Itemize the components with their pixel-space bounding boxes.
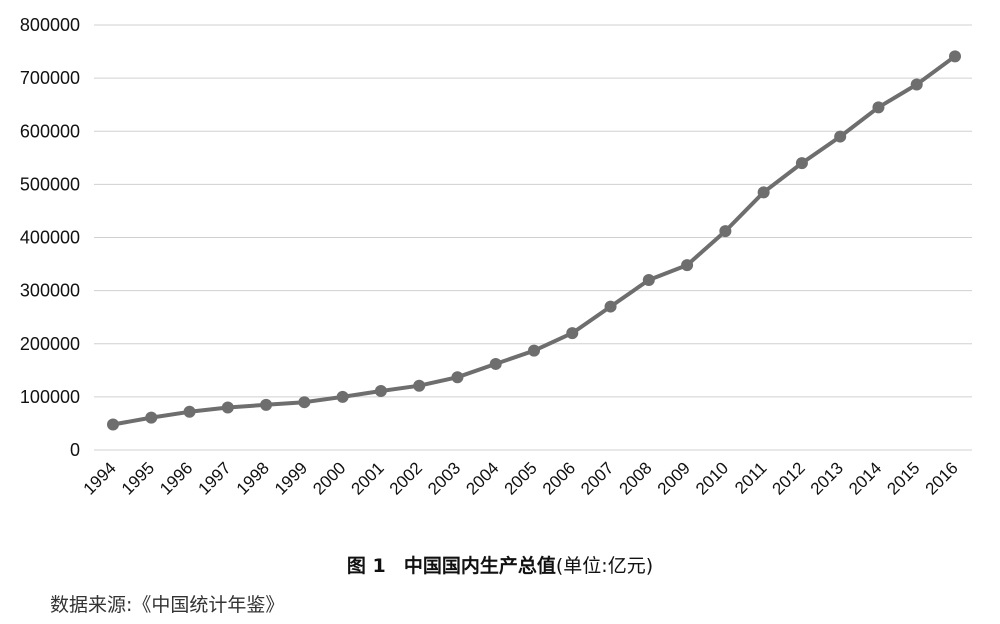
data-point-2004 bbox=[489, 357, 502, 370]
x-tick-label: 2008 bbox=[615, 458, 655, 498]
data-point-2005 bbox=[528, 344, 540, 357]
x-tick-label: 1996 bbox=[156, 458, 196, 498]
x-tick-label: 1995 bbox=[118, 458, 158, 498]
y-tick-label: 700000 bbox=[20, 68, 80, 88]
data-source-note: 数据来源:《中国统计年鉴》 bbox=[50, 594, 285, 616]
data-point-2014 bbox=[872, 101, 885, 114]
figure-caption: 图 1 中国国内生产总值(单位:亿元) bbox=[0, 551, 1000, 578]
x-tick-label: 2005 bbox=[501, 458, 541, 498]
y-tick-label: 200000 bbox=[20, 334, 80, 354]
gdp-series-line bbox=[111, 54, 957, 427]
data-point-1998 bbox=[260, 398, 273, 411]
data-point-2003 bbox=[451, 371, 464, 384]
x-tick-label: 2016 bbox=[922, 458, 962, 498]
x-tick-label: 1998 bbox=[233, 458, 273, 498]
data-point-1996 bbox=[183, 405, 196, 418]
data-point-2002 bbox=[413, 379, 426, 392]
data-point-2010 bbox=[719, 225, 732, 238]
y-tick-label: 0 bbox=[70, 440, 80, 460]
data-point-2009 bbox=[681, 259, 694, 272]
x-tick-label: 2009 bbox=[654, 458, 694, 498]
x-tick-label: 1994 bbox=[80, 458, 120, 498]
y-tick-label: 500000 bbox=[20, 174, 80, 194]
data-point-2006 bbox=[566, 327, 579, 340]
data-point-2016 bbox=[949, 50, 961, 63]
y-axis-tick-labels: 0 100000 200000 300000 400000 500000 600000 700… bbox=[20, 15, 80, 460]
y-tick-label: 100000 bbox=[20, 387, 80, 407]
gdp-data-points bbox=[107, 50, 961, 431]
y-tick-label: 800000 bbox=[20, 15, 80, 35]
x-tick-label: 2001 bbox=[348, 458, 388, 498]
figure-title: 中国国内生产总值 bbox=[403, 555, 556, 577]
x-tick-label: 2015 bbox=[883, 458, 923, 498]
x-tick-label: 2014 bbox=[845, 458, 885, 498]
x-tick-label: 2006 bbox=[539, 458, 579, 498]
figure-label: 图 1 bbox=[346, 555, 386, 577]
x-tick-label: 1997 bbox=[194, 458, 234, 498]
data-point-2001 bbox=[374, 385, 387, 398]
figure-unit: (单位:亿元) bbox=[555, 555, 654, 577]
gdp-line-chart: 0 100000 200000 300000 400000 500000 600000 700… bbox=[20, 15, 972, 499]
data-point-1999 bbox=[298, 396, 311, 409]
y-tick-label: 600000 bbox=[20, 121, 80, 141]
data-point-1997 bbox=[221, 401, 234, 414]
data-point-1994 bbox=[107, 418, 119, 431]
data-point-2011 bbox=[757, 186, 770, 199]
x-tick-label: 2007 bbox=[577, 458, 617, 498]
x-tick-label: 2003 bbox=[424, 458, 464, 498]
y-tick-label: 400000 bbox=[20, 228, 80, 248]
x-tick-label: 2002 bbox=[386, 458, 426, 498]
data-point-2008 bbox=[642, 274, 655, 286]
x-tick-label: 2013 bbox=[807, 458, 847, 498]
data-point-2015 bbox=[910, 78, 923, 91]
data-point-2007 bbox=[604, 300, 617, 313]
x-tick-label: 1999 bbox=[271, 458, 311, 498]
x-tick-label: 2004 bbox=[462, 458, 502, 498]
data-point-2013 bbox=[834, 130, 847, 143]
data-point-1995 bbox=[145, 411, 158, 424]
x-tick-label: 2010 bbox=[692, 458, 732, 498]
x-tick-label: 2000 bbox=[309, 458, 349, 498]
data-point-2012 bbox=[795, 157, 808, 170]
x-tick-label: 2012 bbox=[769, 458, 809, 498]
y-tick-label: 300000 bbox=[20, 281, 80, 301]
data-point-2000 bbox=[336, 390, 349, 403]
x-axis-tick-labels: 1994199519961997199819992000200120022003… bbox=[80, 458, 962, 498]
x-tick-label: 2011 bbox=[731, 458, 770, 497]
gridlines bbox=[94, 24, 972, 451]
